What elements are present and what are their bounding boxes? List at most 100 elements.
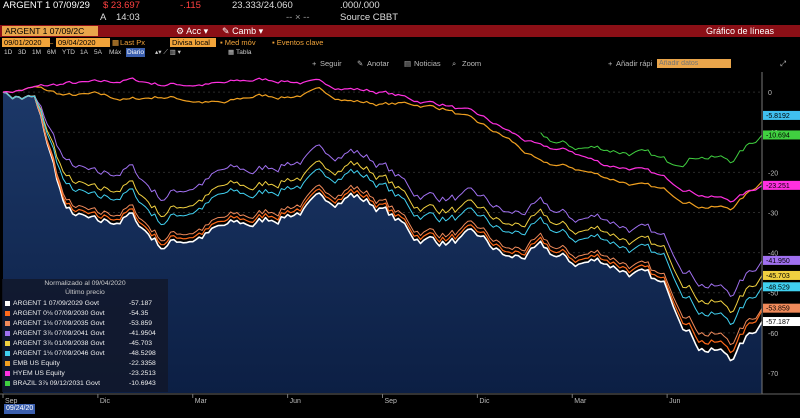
- value-tag: [763, 110, 800, 120]
- legend-swatch: [5, 371, 10, 376]
- legend-swatch: [5, 351, 10, 356]
- value-tag: [763, 317, 800, 327]
- legend-series-value: -53.859: [129, 320, 153, 327]
- period-ytd[interactable]: YTD: [62, 49, 75, 56]
- legend-series-name: BRAZIL 3⅞ 09/12/2031 Govt: [13, 380, 101, 387]
- y-tick-label: -20: [768, 170, 778, 177]
- y-tick-label: -60: [768, 331, 778, 338]
- y-axis: 0-10-20-30-40-50-60-70: [761, 72, 778, 403]
- value-tag-text: -41.950: [766, 258, 790, 265]
- legend-subtitle: Último precio: [65, 289, 105, 296]
- legend-series-value: -48.5298: [129, 350, 156, 357]
- value-tag-text: -5.8192: [766, 113, 790, 120]
- legend-title: Normalizado al 09/04/2020: [44, 280, 126, 287]
- legend-swatch: [5, 381, 10, 386]
- quick-add-button[interactable]: Añadir rápi: [616, 59, 653, 68]
- quick-add-icon[interactable]: +: [608, 59, 613, 68]
- security-name[interactable]: ARGENT 1 07/09/29: [3, 0, 90, 11]
- legend-entry[interactable]: ARGENT 3⅞ 01/09/2038 Govt -45.703: [5, 339, 168, 348]
- x-tick-label: Dic: [100, 398, 111, 404]
- actions-label: Acc: [186, 26, 202, 36]
- legend-entry[interactable]: HYEM US Equity -23.2513: [5, 369, 168, 378]
- chart-legend: Normalizado al 09/04/2020 Último precio …: [2, 279, 168, 392]
- legend-entry[interactable]: BRAZIL 3⅞ 09/12/2031 Govt -10.6943: [5, 379, 168, 388]
- actions-menu[interactable]: ⚙ Acc ▾: [176, 26, 209, 36]
- calendar-icon[interactable]: ▦: [112, 38, 120, 47]
- follow-button[interactable]: Seguir: [320, 59, 342, 68]
- news-icon[interactable]: ▤: [404, 59, 412, 68]
- period-1m[interactable]: 1M: [32, 49, 42, 56]
- zoom-icon[interactable]: ⌕: [452, 59, 457, 68]
- zoom-button[interactable]: Zoom: [462, 59, 482, 68]
- legend-series-name: ARGENT 1⅛ 07/09/2046 Govt: [13, 350, 105, 357]
- security-input[interactable]: ARGENT 1 07/09/2C: [2, 26, 98, 36]
- legend-entry[interactable]: ARGENT 1⅛ 07/09/2046 Govt -48.5298: [5, 349, 168, 358]
- series-lines: [2, 77, 763, 362]
- x-axis: SepDicMarJunSepDicMarJun202020212022: [0, 393, 800, 404]
- period-max[interactable]: Máx: [109, 49, 122, 56]
- legend-swatch: [5, 311, 10, 316]
- series-line: [2, 91, 763, 325]
- legend-series-value: -23.2513: [129, 370, 156, 377]
- cursor-date: 09/24/20: [4, 404, 36, 414]
- legend-swatch: [5, 341, 10, 346]
- area-fill: [3, 92, 762, 393]
- function-toolbar: ARGENT 1 07/09/2C ⚙ Acc ▾ ✎ Camb ▾ Gráfi…: [0, 25, 800, 37]
- chart-type-title: Gráfico de líneas: [706, 26, 775, 36]
- currency-select[interactable]: Divisa local: [170, 38, 216, 47]
- period-1a[interactable]: 1A: [80, 49, 88, 56]
- news-button[interactable]: Noticias: [414, 59, 441, 68]
- moving-average-toggle[interactable]: ▪ Med móv: [220, 38, 256, 47]
- expand-icon[interactable]: ⤢: [780, 59, 786, 68]
- line-chart[interactable]: 0-10-20-30-40-50-60-70 SepDicMarJunSepDi…: [0, 70, 800, 404]
- y-tick-label: -50: [768, 291, 778, 298]
- table-button[interactable]: Tabla: [236, 49, 252, 56]
- value-tag: [763, 130, 800, 140]
- key-events-label: Eventos clave: [276, 38, 324, 47]
- series-line: [2, 77, 763, 203]
- chart-controls: 09/01/2020 – 09/04/2020 ▦ Last Px Divisa…: [0, 37, 800, 48]
- legend-entry[interactable]: EMB US Equity -22.3358: [5, 359, 168, 368]
- legend-series-name: ARGENT 1 07/09/2029 Govt: [13, 300, 100, 307]
- period-selector: 1D 3D 1M 6M YTD 1A 5A Máx Diario ▴▾ ⟋ ▥ …: [0, 48, 800, 57]
- last-price: $ 23.697: [103, 0, 140, 11]
- table-icon[interactable]: ▦: [228, 49, 235, 56]
- annotate-button[interactable]: Anotar: [367, 59, 390, 68]
- legend-entry[interactable]: ARGENT 1 07/09/2029 Govt -57.187: [5, 299, 168, 308]
- series-line: [2, 91, 763, 346]
- legend-series-name: ARGENT 3⅞ 07/09/2041 Govt: [13, 330, 105, 337]
- price-arrow: A: [100, 12, 107, 23]
- value-tag-text: -23.251: [766, 183, 790, 190]
- price-change: -.115: [180, 0, 201, 11]
- legend-swatch: [5, 321, 10, 326]
- field-select[interactable]: Last Px: [120, 38, 146, 47]
- period-1d[interactable]: 1D: [4, 49, 13, 56]
- key-events-toggle[interactable]: ▪ Eventos clave: [272, 38, 324, 47]
- legend-entry[interactable]: ARGENT 1⅛ 07/09/2035 Govt -53.859: [5, 319, 168, 328]
- legend-entry[interactable]: ARGENT 0⅛ 07/09/2030 Govt -54.35: [5, 309, 168, 318]
- value-tag-text: -10.694: [766, 132, 790, 139]
- annotate-icon[interactable]: ✎: [357, 59, 364, 68]
- add-data-input[interactable]: [657, 59, 731, 68]
- volume: .000/.000: [340, 0, 380, 11]
- period-6m[interactable]: 6M: [47, 49, 57, 56]
- period-5a[interactable]: 5A: [94, 49, 102, 56]
- pencil-icon: ✎: [222, 26, 230, 36]
- last-value-labels: -5.8192 -10.694 -23.251 -41.950 -45.703 -48.5…: [763, 110, 800, 327]
- start-date-input[interactable]: 09/01/2020: [2, 38, 50, 47]
- frequency-select[interactable]: Diario: [126, 48, 145, 57]
- period-3d[interactable]: 3D: [18, 49, 27, 56]
- legend-entry[interactable]: ARGENT 3⅞ 07/09/2041 Govt -41.9504: [5, 329, 168, 338]
- legend-swatch: [5, 301, 10, 306]
- chart-style-icon[interactable]: ▴▾ ⟋ ▥ ▾: [155, 49, 181, 56]
- end-date-input[interactable]: 09/04/2020: [56, 38, 110, 47]
- legend-series-value: -41.9504: [129, 330, 156, 337]
- crosshair-icon[interactable]: +: [312, 59, 317, 68]
- value-tag-text: -57.187: [766, 319, 790, 326]
- price-source: Source CBBT: [340, 12, 399, 23]
- value-tag-text: -48.529: [766, 284, 790, 291]
- bid-ask: 23.333/24.060: [232, 0, 293, 11]
- edit-menu[interactable]: ✎ Camb ▾: [222, 26, 264, 36]
- legend-series-value: -45.703: [129, 340, 153, 347]
- series-line: [2, 91, 763, 297]
